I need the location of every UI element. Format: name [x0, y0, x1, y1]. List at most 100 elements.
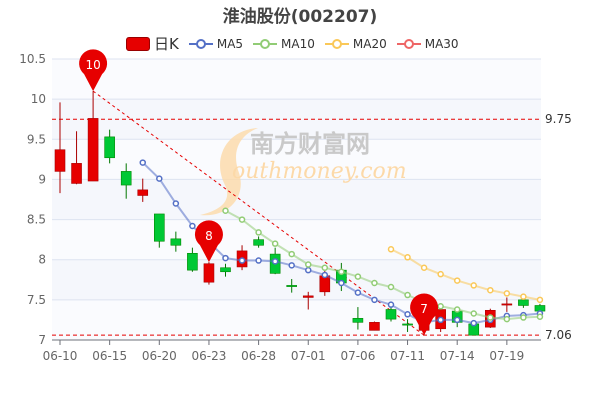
x-tick-label: 06-23 — [192, 349, 227, 363]
candle-body — [253, 239, 264, 246]
ma-point-ma5 — [338, 279, 345, 287]
legend-item-ma30[interactable]: MA30 — [396, 36, 459, 51]
watermark-en: outhmoney.com — [232, 159, 407, 184]
grid-band — [52, 299, 541, 340]
candle-07-01 — [302, 291, 314, 310]
ma-point-ma5 — [305, 266, 312, 274]
watermark-logo-icon — [200, 128, 258, 216]
grid-band — [52, 59, 541, 100]
legend-label: MA5 — [216, 36, 244, 51]
ma-point-ma5 — [222, 254, 229, 262]
candle-06-21 — [170, 231, 182, 252]
ma-point-ma20 — [520, 293, 527, 300]
ma-point-ma10 — [404, 291, 411, 299]
line-legend-icon — [324, 38, 349, 49]
candle-body — [518, 299, 529, 306]
line-legend-icon — [396, 38, 421, 49]
ma-point-ma20 — [437, 270, 444, 278]
legend-label: MA30 — [424, 36, 459, 51]
ma-point-ma5 — [470, 319, 477, 327]
grid-band — [52, 219, 541, 260]
ma-point-ma5 — [238, 257, 246, 264]
ma-point-ma20 — [420, 264, 428, 271]
ma-point-ma10 — [520, 314, 527, 321]
reference-label: 9.75 — [545, 112, 572, 126]
ma-point-ma5 — [354, 289, 362, 296]
candle-body — [385, 309, 397, 320]
ma-point-ma5 — [371, 296, 378, 304]
candle-body — [220, 267, 231, 273]
ma-point-ma10 — [437, 303, 444, 310]
grid-band — [52, 139, 541, 180]
candle-body — [352, 318, 364, 323]
legend: 日K MA5 MA10 MA20 MA30 — [126, 33, 469, 54]
y-tick-label: 10 — [31, 92, 46, 106]
marker-label: 10 — [85, 58, 100, 72]
ma-point-ma5 — [387, 301, 395, 308]
ma-point-ma10 — [503, 315, 511, 323]
ma-point-ma10 — [536, 313, 544, 320]
trend-line — [92, 90, 425, 336]
chart-title: 淮油股份(002207) — [222, 7, 378, 27]
x-tick-label: 07-06 — [340, 349, 375, 363]
watermark-cn: 南方财富网 — [250, 130, 370, 158]
candle-body — [402, 323, 413, 326]
x-tick-label: 06-10 — [43, 349, 78, 363]
y-tick-label: 8 — [38, 253, 46, 267]
ma-point-ma5 — [189, 222, 196, 230]
legend-item-ma5[interactable]: MA5 — [188, 36, 244, 51]
legend-item-ma10[interactable]: MA10 — [253, 37, 315, 51]
ma-point-ma20 — [536, 296, 544, 304]
candle-06-14 — [87, 91, 99, 182]
candle-07-19 — [501, 297, 513, 312]
marker-label: 8 — [205, 229, 213, 243]
candle-body — [120, 171, 132, 186]
legend-label: MA20 — [352, 36, 387, 51]
ma-point-ma10 — [371, 279, 378, 287]
ma-point-ma10 — [487, 314, 494, 321]
ma-point-ma10 — [354, 273, 362, 280]
candle-body — [302, 295, 314, 298]
reference-label: 7.06 — [545, 328, 572, 342]
ma-point-ma10 — [321, 264, 329, 271]
ma-point-ma5 — [255, 257, 262, 264]
ma-point-ma10 — [338, 268, 345, 276]
candle-body — [104, 136, 115, 159]
legend-label: 日K — [154, 35, 179, 53]
candle-body — [187, 252, 198, 271]
marker-label: 7 — [420, 302, 428, 316]
candle-body — [501, 303, 513, 306]
candle-06-24 — [220, 263, 231, 277]
grid-band — [52, 179, 541, 220]
x-tick-label: 07-19 — [489, 349, 524, 363]
candle-07-11 — [402, 319, 413, 332]
x-tick-label: 07-14 — [440, 349, 475, 363]
candle-06-10 — [54, 102, 66, 194]
candle-body — [154, 213, 165, 242]
legend-item-日k[interactable]: 日K — [126, 33, 179, 54]
candle-06-20 — [154, 213, 165, 248]
ma-point-ma20 — [453, 277, 461, 284]
candle-06-22 — [187, 247, 198, 272]
ma-point-ma5 — [404, 311, 411, 318]
candle-07-08 — [385, 306, 397, 322]
x-tick-label: 07-01 — [291, 349, 326, 363]
line-legend-icon — [253, 38, 278, 49]
ma-point-ma20 — [387, 246, 395, 253]
candle-body — [286, 285, 298, 287]
ma-point-ma20 — [404, 254, 411, 261]
y-tick-label: 8.5 — [27, 213, 46, 227]
ma-point-ma10 — [222, 207, 229, 214]
candle-legend-icon — [126, 36, 150, 51]
candle-06-30 — [286, 278, 298, 293]
legend-item-ma20[interactable]: MA20 — [324, 36, 387, 51]
marker-pin-icon — [410, 293, 439, 336]
candle-body — [137, 189, 149, 196]
ma-point-ma5 — [437, 316, 444, 324]
ma-point-ma5 — [139, 159, 146, 166]
candle-06-28 — [253, 236, 264, 248]
candle-06-16 — [120, 163, 132, 199]
candle-body — [170, 238, 182, 246]
ma-point-ma5 — [271, 258, 279, 265]
